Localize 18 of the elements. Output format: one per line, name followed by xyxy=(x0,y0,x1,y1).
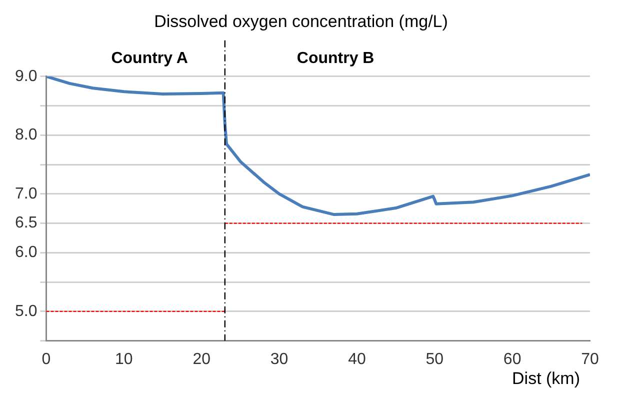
text: Country B xyxy=(296,50,374,67)
x-tick-label: 20 xyxy=(192,350,211,368)
y-tick-label: 6.0 xyxy=(14,244,38,262)
y-tick-label: 6.5 xyxy=(14,214,38,232)
x-tick-label: 60 xyxy=(503,350,522,368)
text: Country A xyxy=(111,50,188,67)
chart-title: Dissolved oxygen concentration (mg/L) xyxy=(154,12,448,31)
y-tick-label: 9.0 xyxy=(14,68,38,85)
x-tick-label: 0 xyxy=(42,350,51,368)
x-tick-label: 40 xyxy=(348,350,366,368)
x-tick-label: 50 xyxy=(426,350,444,368)
x-tick-label: 30 xyxy=(270,350,288,368)
x-axis-title: Dist (km) xyxy=(512,368,580,388)
x-tick-label: 70 xyxy=(581,350,599,368)
x-tick-label: 10 xyxy=(115,350,133,368)
y-tick-label: 7.0 xyxy=(14,185,38,202)
y-tick-label: 8.0 xyxy=(14,126,38,144)
y-tick-label: 5.0 xyxy=(14,302,38,320)
